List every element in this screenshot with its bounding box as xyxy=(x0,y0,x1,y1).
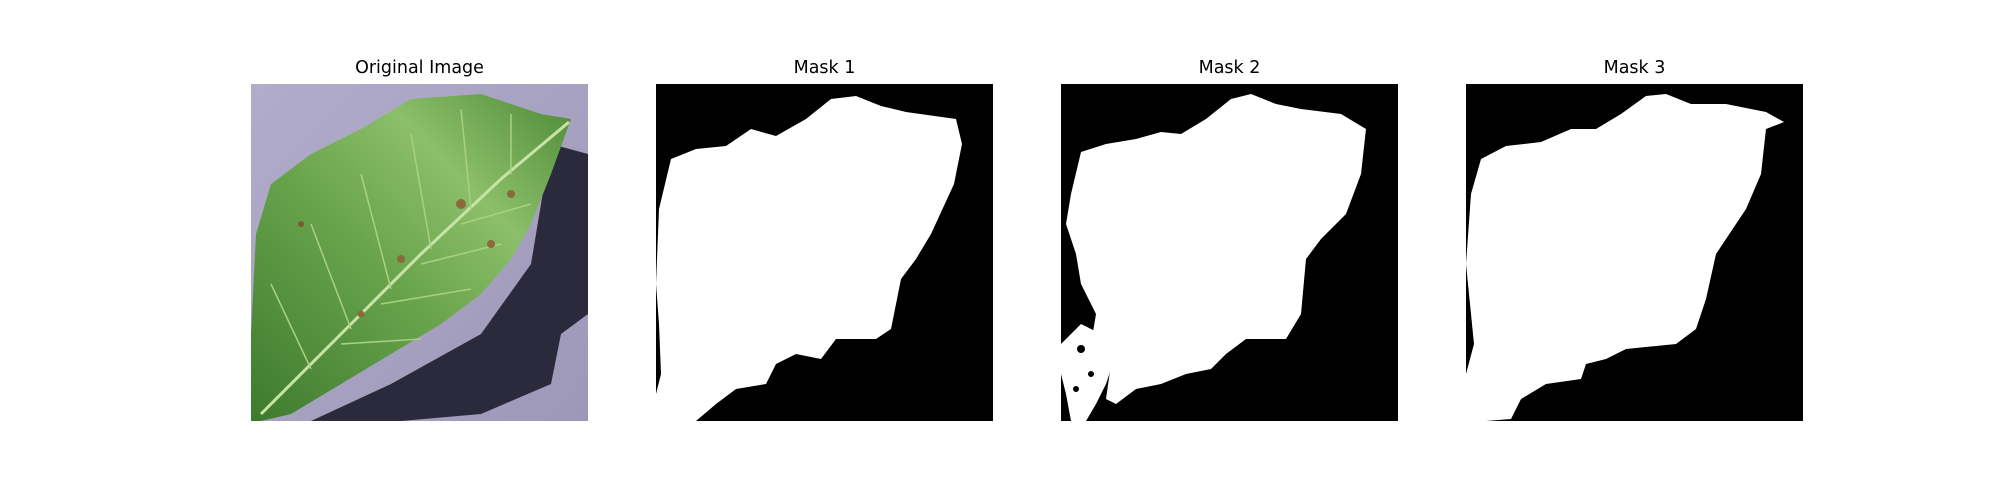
panel-title: Mask 3 xyxy=(1603,58,1666,78)
panel-title: Mask 1 xyxy=(793,58,856,78)
original-image xyxy=(251,84,588,421)
mask-image xyxy=(1061,84,1398,421)
panel-title: Original Image xyxy=(355,58,484,78)
panel-title: Mask 2 xyxy=(1198,58,1261,78)
mask-image xyxy=(1466,84,1803,421)
mask-image xyxy=(656,84,993,421)
